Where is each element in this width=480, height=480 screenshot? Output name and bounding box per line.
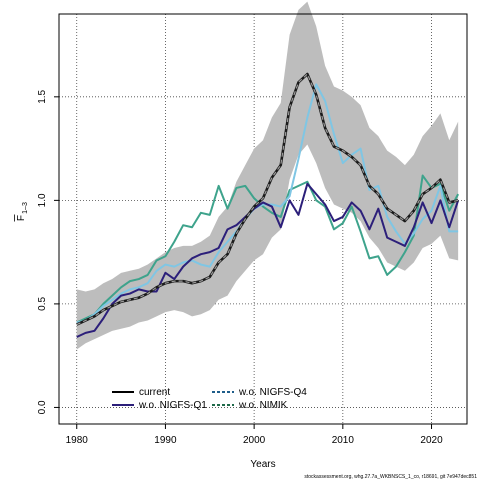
legend-label: current: [139, 387, 170, 398]
x-tick-label: 1990: [154, 435, 177, 446]
legend-item-current: current: [112, 387, 170, 398]
y-tick-label: 1.5: [37, 89, 48, 103]
y-axis-title-main: F: [16, 215, 27, 221]
legend-label: w.o. NIGFS-Q4: [238, 387, 307, 398]
series-line-w-o-nimik: [76, 174, 460, 324]
y-tick-label: 1.0: [37, 193, 48, 207]
legend-item-q4: w.o. NIGFS-Q4: [212, 387, 307, 398]
axes: 1980 1990 2000 2010 2020 0.0 0.5 1.0 1.5: [37, 89, 443, 446]
x-tick-label: 2000: [243, 435, 266, 446]
x-tick-label: 2010: [332, 435, 355, 446]
series-line-w-o-nigfs-q1: [76, 182, 460, 338]
plot-frame: [58, 13, 468, 425]
legend-item-q1: w.o. NIGFS-Q1: [112, 400, 207, 411]
x-tick-label: 2020: [420, 435, 443, 446]
series-lines: [76, 72, 460, 338]
y-axis-title: F 1–3: [14, 202, 29, 222]
legend: current w.o. NIGFS-Q1 w.o. NIGFS-Q4 w.o. NI…: [112, 387, 307, 411]
y-axis-title-sub: 1–3: [22, 202, 29, 214]
series-line-current-dash: [76, 73, 459, 326]
legend-label: w.o. NIMIK: [238, 400, 288, 411]
confidence-band: [76, 1, 459, 350]
legend-item-nimik: w.o. NIMIK: [212, 400, 288, 411]
footer-attribution: stockassessment.org, whg.27.7a_WKBNSCS_1…: [304, 474, 477, 480]
x-axis-title: Years: [250, 459, 275, 470]
y-tick-label: 0.0: [37, 400, 48, 414]
y-tick-label: 0.5: [37, 297, 48, 311]
x-tick-label: 1980: [66, 435, 89, 446]
legend-label: w.o. NIGFS-Q1: [138, 400, 207, 411]
confidence-band-area: [76, 1, 459, 350]
